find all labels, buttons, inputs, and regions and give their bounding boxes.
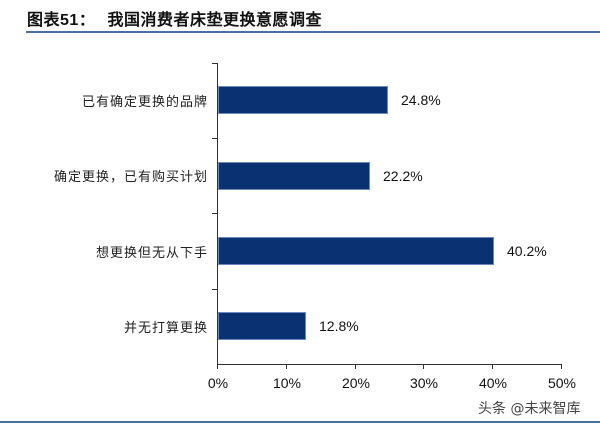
x-tick-label: 40% [478, 375, 508, 391]
y-tick [212, 213, 217, 214]
x-tick-label: 50% [547, 375, 577, 391]
bar [218, 86, 388, 114]
category-label: 并无打算更换 [123, 321, 208, 336]
figure-number: 51 [60, 12, 79, 29]
title-text: 我国消费者床垫更换意愿调查 [107, 10, 322, 29]
title-separator: ： [78, 10, 96, 29]
y-axis [217, 63, 218, 365]
x-tick [355, 364, 356, 369]
bar-value-label: 22.2% [383, 168, 423, 184]
x-tick-label: 0% [207, 375, 229, 391]
x-tick-label: 30% [409, 375, 439, 391]
x-tick [217, 364, 218, 369]
chart-title: 图表51： 我国消费者床垫更换意愿调查 [27, 6, 322, 30]
x-tick [492, 364, 493, 369]
bar [218, 237, 494, 265]
bar [218, 312, 306, 340]
x-tick-label: 20% [341, 375, 371, 391]
bar-value-label: 24.8% [401, 92, 441, 108]
x-tick-label: 10% [272, 375, 302, 391]
watermark: 头条 @未来智库 [478, 401, 581, 417]
y-tick [212, 289, 217, 290]
category-label: 确定更换，已有购买计划 [53, 170, 208, 185]
x-axis [217, 364, 561, 365]
bar-value-label: 40.2% [507, 243, 547, 259]
category-label: 已有确定更换的品牌 [81, 95, 208, 110]
bar [218, 162, 370, 190]
x-tick [286, 364, 287, 369]
x-tick [423, 364, 424, 369]
title-divider [26, 31, 600, 33]
figure-label: 图表 [27, 10, 61, 29]
y-tick [212, 63, 217, 64]
y-tick [212, 138, 217, 139]
category-label: 想更换但无从下手 [95, 246, 208, 261]
bottom-divider [0, 421, 600, 423]
x-tick [561, 364, 562, 369]
bar-value-label: 12.8% [319, 318, 359, 334]
